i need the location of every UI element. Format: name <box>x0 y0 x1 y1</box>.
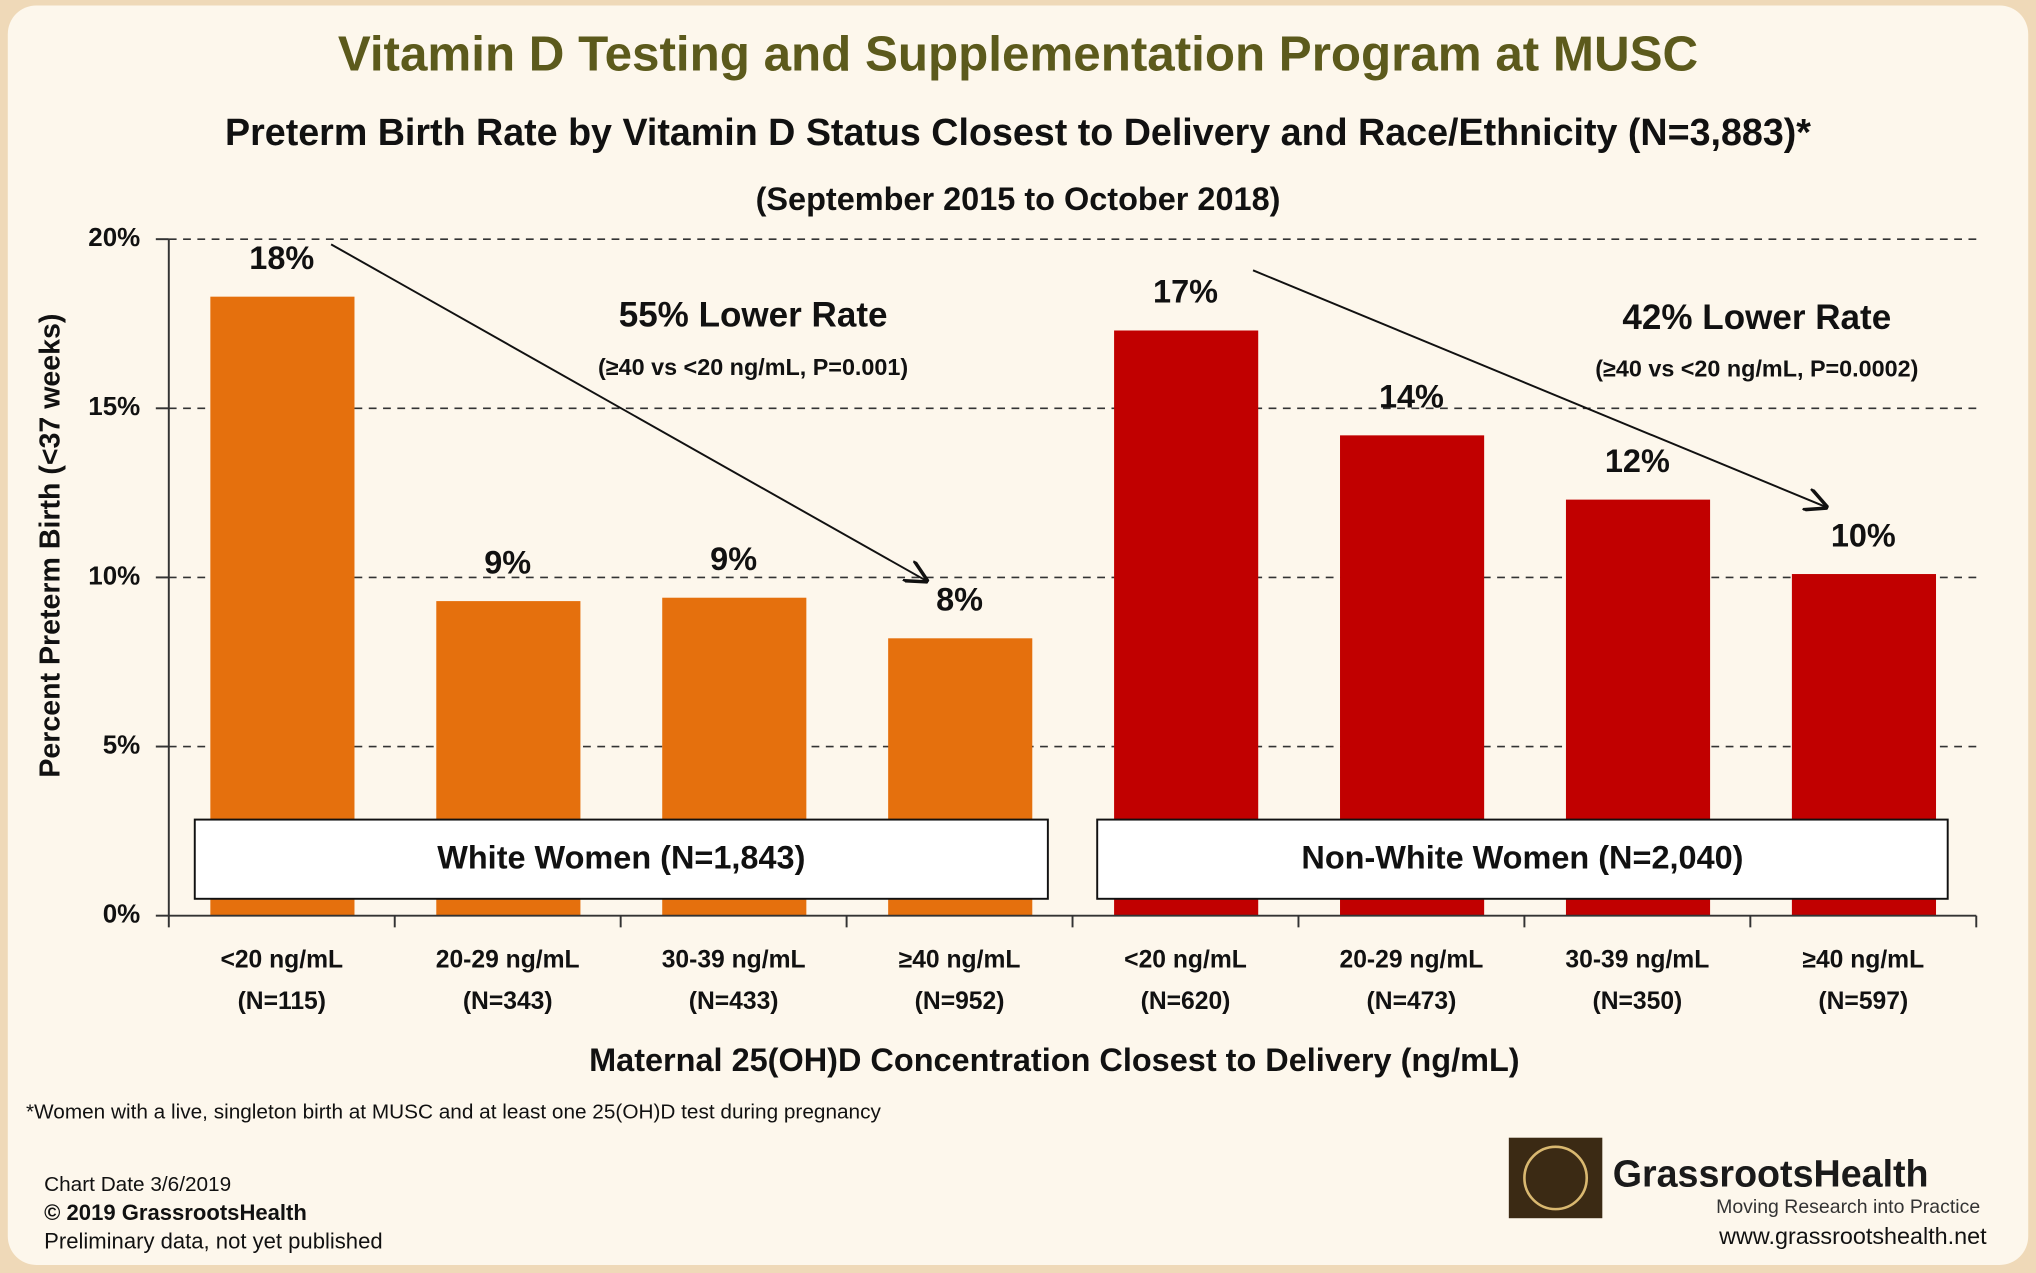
x-tick-count: (N=952) <box>915 988 1005 1015</box>
bar <box>1114 330 1259 916</box>
x-tick-label: <20 ng/mL <box>220 947 343 974</box>
x-tick-label: ≥40 ng/mL <box>1802 947 1924 974</box>
brand: GrassrootsHealth <box>1613 1153 1929 1195</box>
y-tick-label: 5% <box>103 729 141 759</box>
y-axis-label: Percent Preterm Birth (<37 weeks) <box>34 314 66 778</box>
y-tick-label: 15% <box>88 391 140 421</box>
date-range: (September 2015 to October 2018) <box>756 181 1281 217</box>
group-box <box>193 818 1049 900</box>
x-tick-label: 20-29 ng/mL <box>436 947 580 974</box>
reduction: 55% Lower Rate <box>619 295 888 334</box>
x-tick-count: (N=473) <box>1367 988 1457 1015</box>
chart-date: Chart Date 3/6/2019 <box>44 1173 231 1196</box>
chart-title: Vitamin D Testing and Supplementation Pr… <box>338 26 1698 81</box>
comparison: (≥40 vs <20 ng/mL, P=0.001) <box>598 354 908 380</box>
value-label: 18% <box>249 240 314 276</box>
value-label: 12% <box>1605 443 1670 479</box>
y-tick-label: 10% <box>88 560 140 590</box>
value-label: 8% <box>936 582 983 618</box>
y-tick-label: 20% <box>88 222 140 252</box>
panel <box>7 5 2029 1265</box>
copyright: © 2019 GrassrootsHealth <box>44 1200 307 1225</box>
trend-arrow <box>1252 269 1828 508</box>
tagline: Moving Research into Practice <box>1716 1196 1980 1218</box>
x-tick-count: (N=597) <box>1818 988 1908 1015</box>
value-label: 10% <box>1831 517 1896 553</box>
bar <box>210 296 355 916</box>
x-tick-label: 30-39 ng/mL <box>1565 947 1709 974</box>
group-label: White Women (N=1,843) <box>437 839 805 875</box>
value-label: 14% <box>1379 379 1444 415</box>
comparison: (≥40 vs <20 ng/mL, P=0.0002) <box>1595 355 1918 381</box>
url: www.grassrootshealth.net <box>1718 1223 1987 1249</box>
logo-box <box>1508 1137 1603 1219</box>
x-tick-label: 20-29 ng/mL <box>1339 947 1483 974</box>
x-tick-label: <20 ng/mL <box>1124 947 1247 974</box>
trend-arrow <box>330 243 928 582</box>
group-box <box>1096 818 1949 900</box>
x-tick-count: (N=433) <box>689 988 779 1015</box>
x-tick-count: (N=350) <box>1592 988 1682 1015</box>
x-tick-label: 30-39 ng/mL <box>662 947 806 974</box>
y-tick-label: 0% <box>103 899 141 929</box>
value-label: 9% <box>710 541 757 577</box>
x-tick-count: (N=343) <box>463 988 553 1015</box>
reduction: 42% Lower Rate <box>1622 298 1891 337</box>
group-label: Non-White Women (N=2,040) <box>1301 839 1743 875</box>
x-axis-label: Maternal 25(OH)D Concentration Closest t… <box>589 1042 1519 1078</box>
footnote: *Women with a live, singleton birth at M… <box>26 1101 882 1124</box>
value-label: 17% <box>1153 274 1218 310</box>
x-tick-count: (N=115) <box>238 988 326 1015</box>
logo-icon <box>1523 1145 1589 1211</box>
value-label: 9% <box>484 544 531 580</box>
subtitle: Preterm Birth Rate by Vitamin D Status C… <box>225 111 1811 153</box>
x-tick-count: (N=620) <box>1141 988 1231 1015</box>
note: Preliminary data, not yet published <box>44 1229 382 1254</box>
x-tick-label: ≥40 ng/mL <box>899 947 1021 974</box>
